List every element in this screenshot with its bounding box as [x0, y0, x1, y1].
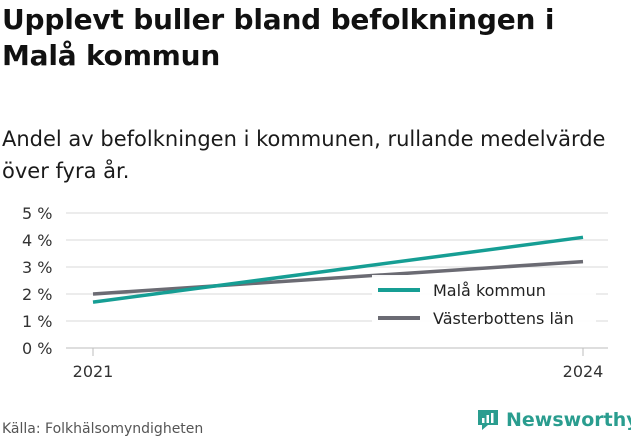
chart-subtitle: Andel av befolkningen i kommunen, rullan… — [2, 127, 606, 183]
y-tick-label: 4 % — [22, 231, 52, 250]
y-tick-label: 0 % — [22, 339, 52, 358]
brand-logo: Newsworthy — [476, 408, 631, 432]
y-tick-label: 5 % — [22, 204, 52, 223]
newsworthy-logo-icon — [478, 410, 498, 430]
y-tick-label: 3 % — [22, 258, 52, 277]
legend-label: Västerbottens län — [433, 309, 574, 328]
x-axis: 2021 2024 — [73, 348, 604, 381]
y-tick-label: 1 % — [22, 312, 52, 331]
series-layer — [92, 235, 584, 304]
y-tick-label: 2 % — [22, 285, 52, 304]
y-axis: 0 % 1 % 2 % 3 % 4 % 5 % — [22, 204, 52, 358]
x-tick-label: 2021 — [73, 362, 114, 381]
chart-title: Upplevt buller bland befolkningen i Malå… — [2, 3, 555, 72]
series-line-v-sterbottens-l-n — [92, 259, 584, 296]
legend: Malå kommun Västerbottens län — [372, 275, 596, 335]
legend-label: Malå kommun — [433, 281, 546, 300]
line-chart: 0 % 1 % 2 % 3 % 4 % 5 % 2021 2024 Malå kommun V… — [22, 204, 608, 381]
legend-background — [372, 275, 596, 335]
brand-name: Newsworthy — [506, 409, 631, 431]
series-line-mal-kommun — [92, 235, 584, 304]
x-tick-label: 2024 — [563, 362, 604, 381]
source-note: Källa: Folkhälsomyndigheten — [2, 421, 204, 437]
